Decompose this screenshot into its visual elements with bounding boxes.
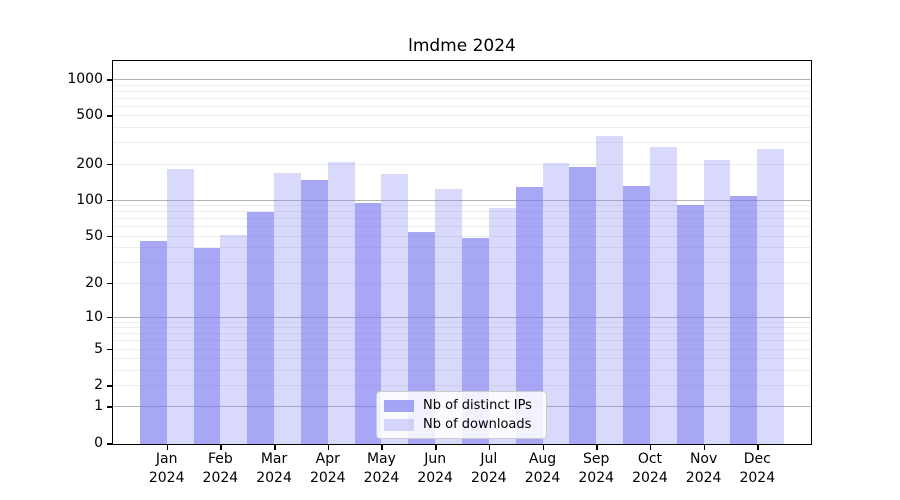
bar-downloads-sep [596, 135, 624, 444]
bar-downloads-apr [327, 161, 355, 444]
legend-item-distinct-ips: Nb of distinct IPs [384, 398, 532, 413]
gridline-minor [113, 97, 811, 99]
x-tick-mark [542, 445, 545, 450]
y-tick-label: 2 [94, 377, 103, 394]
x-tick-mark [166, 445, 169, 450]
y-tick-mark [107, 316, 112, 319]
y-tick-mark [107, 385, 112, 387]
bar-downloads-dec [757, 148, 785, 444]
y-tick-label: 200 [76, 155, 103, 172]
bar-distinct-ips-oct [623, 185, 650, 444]
x-tick-label-mar: Mar 2024 [256, 451, 292, 486]
x-tick-mark [596, 445, 598, 450]
x-tick-label-jun: Jun 2024 [417, 451, 453, 486]
legend-item-downloads: Nb of downloads [384, 417, 532, 432]
gridline-minor [113, 105, 811, 107]
gridline-minor [113, 235, 811, 237]
y-tick-mark [107, 406, 112, 408]
y-tick-mark [107, 79, 112, 81]
x-tick-mark [274, 445, 276, 450]
y-tick-label: 1000 [67, 71, 103, 87]
bar-distinct-ips-jan [139, 241, 167, 444]
bar-distinct-ips-apr [300, 179, 328, 444]
x-tick-label-sep: Sep 2024 [578, 451, 615, 486]
bar-downloads-aug [542, 163, 570, 444]
y-tick-label: 10 [85, 308, 103, 325]
chart-title: lmdme 2024 [408, 36, 516, 56]
gridline-minor [113, 84, 811, 86]
gridline-minor [113, 90, 811, 92]
gridline-major [113, 199, 811, 201]
y-tick-mark [107, 443, 112, 445]
y-tick-mark [107, 115, 112, 117]
y-tick-label: 100 [76, 191, 103, 208]
bar-distinct-ips-feb [193, 248, 221, 444]
bar-distinct-ips-nov [676, 204, 704, 444]
y-tick-label: 0 [94, 435, 103, 451]
x-tick-label-aug: Aug 2024 [524, 451, 561, 486]
gridline-minor [113, 205, 811, 207]
bar-downloads-jan [166, 168, 194, 444]
x-tick-label-nov: Nov 2024 [685, 451, 722, 486]
x-tick-mark [649, 445, 652, 450]
gridline-minor [113, 211, 811, 213]
legend-label-distinct-ips: Nb of distinct IPs [423, 398, 532, 413]
x-tick-label-feb: Feb 2024 [202, 451, 239, 486]
gridline-major [113, 79, 811, 80]
bar-downloads-mar [274, 173, 301, 444]
x-tick-mark [220, 445, 222, 450]
gridline-minor [113, 115, 811, 117]
x-tick-label-jul: Jul 2024 [471, 451, 507, 486]
legend-swatch-distinct-ips [384, 399, 414, 412]
y-tick-mark [107, 282, 112, 285]
bar-downloads-nov [703, 160, 731, 444]
gridline-minor [113, 163, 811, 165]
y-tick-label: 20 [85, 274, 103, 291]
bar-downloads-oct [649, 146, 677, 444]
x-tick-mark [381, 445, 383, 450]
y-tick-mark [107, 199, 112, 202]
y-tick-mark [107, 348, 112, 351]
x-tick-label-dec: Dec 2024 [739, 451, 776, 486]
legend: Nb of distinct IPs Nb of downloads [376, 391, 547, 439]
gridline-minor [113, 142, 811, 144]
x-tick-mark [435, 445, 437, 450]
bar-distinct-ips-sep [569, 166, 597, 444]
plot-area: Nb of distinct IPs Nb of downloads [112, 60, 812, 445]
bar-distinct-ips-dec [730, 195, 758, 444]
x-tick-label-oct: Oct 2024 [632, 451, 668, 486]
x-tick-mark [488, 445, 491, 450]
y-tick-label: 5 [94, 340, 103, 357]
x-tick-mark [703, 445, 706, 450]
y-tick-mark [107, 235, 112, 238]
y-tick-label: 500 [76, 107, 103, 124]
y-tick-label: 1 [94, 398, 103, 415]
legend-swatch-downloads [384, 418, 414, 431]
legend-label-downloads: Nb of downloads [423, 417, 532, 432]
gridline-minor [113, 218, 811, 220]
y-tick-mark [107, 163, 112, 166]
x-tick-mark [327, 445, 330, 450]
x-tick-label-may: May 2024 [363, 451, 400, 486]
bar-downloads-feb [220, 234, 248, 444]
y-tick-label: 50 [85, 227, 103, 244]
x-tick-label-apr: Apr 2024 [309, 451, 346, 486]
gridline-minor [113, 226, 811, 228]
gridline-minor [113, 127, 811, 129]
x-tick-label-jan: Jan 2024 [148, 451, 185, 486]
bar-distinct-ips-mar [247, 211, 275, 444]
x-tick-mark [757, 445, 759, 450]
